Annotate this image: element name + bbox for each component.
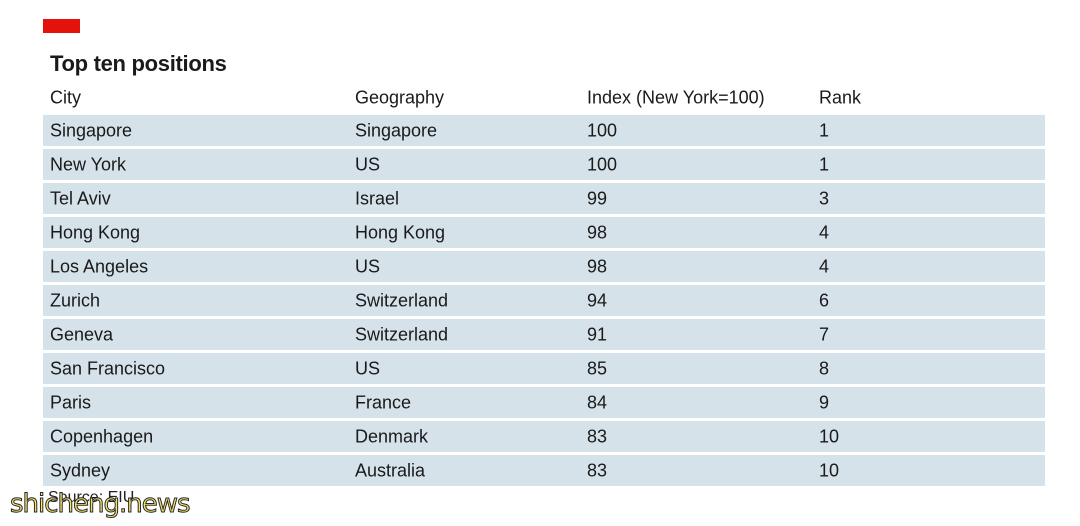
- index-cell: 98: [587, 222, 608, 242]
- geography-cell: Hong Kong: [355, 222, 446, 242]
- rank-cell: 8: [819, 358, 830, 378]
- rank-cell: 10: [819, 460, 840, 480]
- city-cell: Tel Aviv: [50, 188, 111, 208]
- table-row: Sydney Australia 83 10: [43, 455, 1045, 486]
- geography-cell: Singapore: [355, 120, 438, 140]
- table-row: Copenhagen Denmark 83 10: [43, 421, 1045, 452]
- index-cell: 100: [587, 120, 618, 140]
- city-cell: Los Angeles: [50, 256, 149, 276]
- table-row: Zurich Switzerland 94 6: [43, 285, 1045, 316]
- column-header-index: Index (New York=100): [587, 87, 765, 108]
- geography-cell: Denmark: [355, 426, 429, 446]
- geography-cell: US: [355, 256, 381, 276]
- index-cell: 99: [587, 188, 608, 208]
- geography-cell: France: [355, 392, 412, 412]
- table-row: Paris France 84 9: [43, 387, 1045, 418]
- rank-cell: 9: [819, 392, 830, 412]
- rank-cell: 4: [819, 222, 830, 242]
- chart-title: Top ten positions: [50, 51, 227, 76]
- column-header-geography: Geography: [355, 87, 445, 108]
- city-cell: Singapore: [50, 120, 133, 140]
- rank-cell: 6: [819, 290, 830, 310]
- city-cell: San Francisco: [50, 358, 166, 378]
- rank-cell: 1: [819, 154, 830, 174]
- table-row: Tel Aviv Israel 99 3: [43, 183, 1045, 214]
- index-cell: 85: [587, 358, 608, 378]
- index-cell: 100: [587, 154, 618, 174]
- index-cell: 98: [587, 256, 608, 276]
- table-row: Geneva Switzerland 91 7: [43, 319, 1045, 350]
- table-header: City Geography Index (New York=100) Rank: [43, 84, 1045, 114]
- index-cell: 84: [587, 392, 608, 412]
- rank-cell: 3: [819, 188, 830, 208]
- brand-accent-bar: [43, 19, 80, 33]
- table-body: Singapore Singapore 100 1 New York US 100 1 Tel …: [43, 115, 1045, 489]
- index-cell: 83: [587, 460, 608, 480]
- city-cell: Hong Kong: [50, 222, 141, 242]
- geography-cell: Australia: [355, 460, 426, 480]
- rank-cell: 1: [819, 120, 830, 140]
- index-cell: 94: [587, 290, 608, 310]
- city-cell: Zurich: [50, 290, 101, 310]
- geography-cell: Switzerland: [355, 290, 449, 310]
- city-cell: Paris: [50, 392, 92, 412]
- column-header-rank: Rank: [819, 87, 862, 108]
- source-note: Source: EIU: [48, 489, 135, 506]
- geography-cell: US: [355, 358, 381, 378]
- watermark: shicheng.news: [10, 489, 192, 520]
- table-row: New York US 100 1: [43, 149, 1045, 180]
- table-row: San Francisco US 85 8: [43, 353, 1045, 384]
- geography-cell: Israel: [355, 188, 400, 208]
- city-cell: Geneva: [50, 324, 114, 344]
- rank-cell: 4: [819, 256, 830, 276]
- table-row: Hong Kong Hong Kong 98 4: [43, 217, 1045, 248]
- table-row: Singapore Singapore 100 1: [43, 115, 1045, 146]
- geography-cell: US: [355, 154, 381, 174]
- city-cell: Sydney: [50, 460, 111, 480]
- city-cell: Copenhagen: [50, 426, 154, 446]
- column-header-city: City: [50, 87, 81, 108]
- geography-cell: Switzerland: [355, 324, 449, 344]
- rank-cell: 7: [819, 324, 830, 344]
- city-cell: New York: [50, 154, 127, 174]
- index-cell: 91: [587, 324, 608, 344]
- table-row: Los Angeles US 98 4: [43, 251, 1045, 282]
- index-cell: 83: [587, 426, 608, 446]
- rank-cell: 10: [819, 426, 840, 446]
